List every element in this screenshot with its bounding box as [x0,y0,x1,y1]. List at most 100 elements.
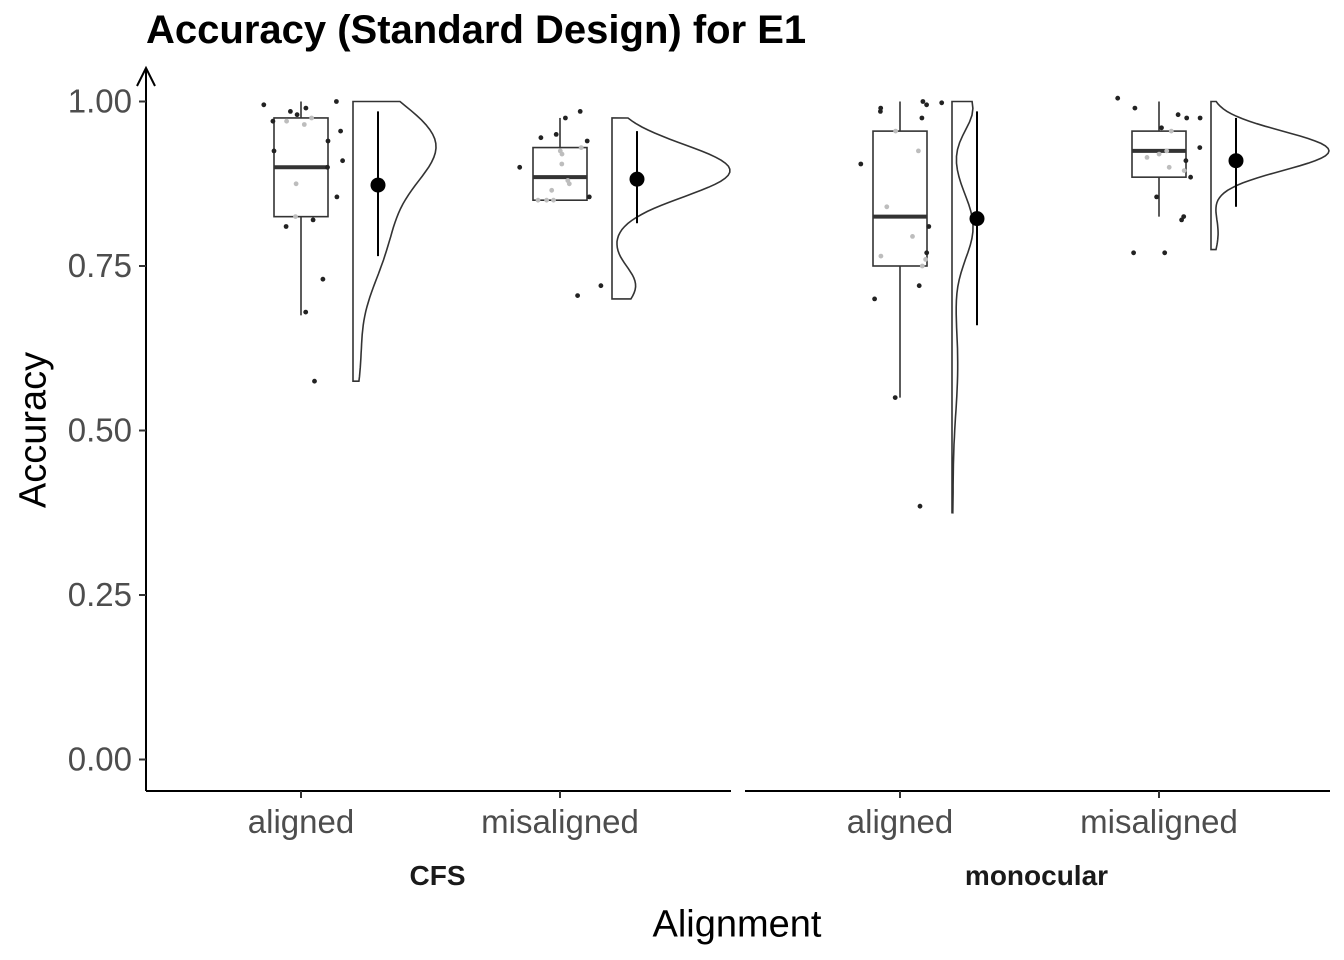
data-point [878,253,884,259]
density-shape [352,100,437,383]
y-tick-label: 0.25 [68,576,132,613]
mean-point [629,171,645,187]
data-point [916,148,921,154]
data-point [271,148,277,154]
data-point [559,151,565,157]
data-point [1162,250,1168,256]
x-tick-label: misaligned [1080,803,1238,840]
box-iqr [1131,130,1187,178]
data-point [301,122,307,127]
data-point [1166,164,1172,170]
density-shape [1210,100,1330,251]
x-tick-label: misaligned [481,803,639,840]
data-point [309,115,314,121]
data-point [340,158,345,164]
data-point [517,164,523,170]
data-point [549,187,555,193]
data-point [535,197,541,203]
facet-label: monocular [965,860,1108,891]
data-point [563,115,568,121]
data-point [261,102,267,108]
data-point [919,115,925,121]
data-point [284,118,289,124]
data-point [1183,158,1189,164]
data-point [312,378,317,384]
data-point [1115,95,1121,101]
data-point [294,112,300,118]
data-point [553,132,559,137]
data-point [584,138,590,144]
data-point [303,309,309,315]
data-point [577,109,583,114]
data-point [288,109,293,114]
data-point [293,214,298,220]
data-point [270,118,276,124]
data-point [917,503,923,509]
data-point [551,197,556,203]
y-axis-arrow [136,65,156,87]
data-point [1181,168,1187,174]
y-tick-label: 0.50 [68,412,132,449]
density-shape [951,100,974,514]
data-point [1144,155,1150,160]
x-tick-label: aligned [847,803,953,840]
data-point [939,100,945,106]
data-point [1197,145,1203,151]
data-point [334,99,339,104]
data-point [1156,151,1162,157]
data-point [578,145,584,151]
data-point [1175,112,1181,118]
data-point [338,128,343,134]
data-point [924,102,929,108]
mean-point [969,211,985,227]
data-point [1154,194,1159,200]
box-iqr [872,130,928,267]
data-point [334,194,340,200]
data-point [1132,105,1138,111]
y-tick-label: 1.00 [68,83,132,120]
data-point [598,283,604,289]
data-point [858,161,864,167]
data-point [538,135,544,141]
y-tick-label: 0.75 [68,247,132,284]
data-point [283,224,289,229]
data-point [893,128,898,134]
data-point [910,234,915,239]
data-point [1197,115,1203,121]
data-point [559,161,565,167]
data-point [544,197,549,203]
data-point [920,99,926,104]
data-point [1188,174,1193,180]
data-point [923,257,928,262]
data-point [884,204,890,210]
chart-title: Accuracy (Standard Design) for E1 [146,8,807,52]
y-tick-label: 0.00 [68,741,132,778]
density-shape [611,117,731,300]
mean-point [370,177,386,193]
data-point [1179,217,1184,223]
x-axis-label: Alignment [652,903,822,946]
data-point [916,283,922,289]
data-point [919,263,925,269]
mean-point [1228,153,1244,169]
data-point [320,276,326,282]
data-point [303,105,309,111]
box-iqr [532,146,588,201]
data-point [293,181,299,187]
data-point [566,181,572,187]
data-point [586,194,592,200]
data-point [926,224,932,229]
data-point [878,109,883,114]
data-point [1184,115,1190,121]
data-point [1168,128,1174,134]
data-point [325,164,330,170]
facet-label: CFS [410,860,466,891]
data-point [1131,250,1136,256]
x-tick-label: aligned [248,803,354,840]
data-point [924,250,930,256]
data-point [325,138,331,144]
data-point [310,217,316,223]
data-point [1164,148,1170,154]
data-point [892,395,898,400]
